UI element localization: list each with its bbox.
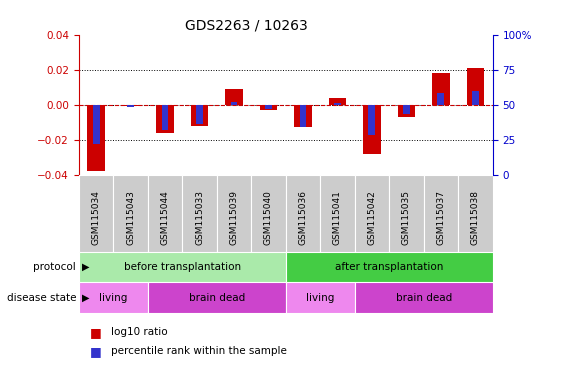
Text: GSM115042: GSM115042 bbox=[368, 190, 377, 245]
Text: brain dead: brain dead bbox=[396, 293, 452, 303]
Text: GSM115037: GSM115037 bbox=[436, 190, 445, 245]
Bar bbox=[334, 103, 341, 104]
Bar bbox=[79, 175, 113, 252]
Bar bbox=[320, 175, 355, 252]
Text: living: living bbox=[99, 293, 127, 303]
Text: GSM115040: GSM115040 bbox=[264, 190, 273, 245]
Bar bbox=[162, 104, 168, 130]
Text: log10 ratio: log10 ratio bbox=[111, 327, 168, 337]
Bar bbox=[424, 175, 458, 252]
Text: after transplantation: after transplantation bbox=[335, 262, 443, 272]
Text: GSM115044: GSM115044 bbox=[160, 190, 169, 245]
Bar bbox=[286, 175, 320, 252]
Text: ▶: ▶ bbox=[82, 293, 89, 303]
Bar bbox=[148, 175, 182, 252]
Bar bbox=[113, 175, 148, 252]
Bar bbox=[265, 104, 272, 109]
Bar bbox=[182, 175, 217, 252]
Bar bbox=[355, 282, 493, 313]
Text: GSM115039: GSM115039 bbox=[230, 190, 239, 245]
Text: before transplantation: before transplantation bbox=[124, 262, 241, 272]
Bar bbox=[79, 252, 286, 282]
Bar bbox=[79, 282, 148, 313]
Text: GSM115041: GSM115041 bbox=[333, 190, 342, 245]
Bar bbox=[294, 104, 311, 127]
Text: GSM115035: GSM115035 bbox=[402, 190, 411, 245]
Text: GSM115036: GSM115036 bbox=[298, 190, 307, 245]
Bar bbox=[217, 175, 251, 252]
Bar bbox=[148, 282, 286, 313]
Text: GSM115033: GSM115033 bbox=[195, 190, 204, 245]
Bar bbox=[355, 175, 389, 252]
Bar bbox=[196, 104, 203, 124]
Bar bbox=[286, 282, 355, 313]
Bar bbox=[286, 252, 493, 282]
Text: GSM115038: GSM115038 bbox=[471, 190, 480, 245]
Bar bbox=[458, 175, 493, 252]
Bar bbox=[251, 175, 286, 252]
Text: brain dead: brain dead bbox=[189, 293, 245, 303]
Text: living: living bbox=[306, 293, 334, 303]
Bar bbox=[403, 104, 410, 114]
Bar bbox=[157, 104, 173, 132]
Bar bbox=[467, 68, 484, 104]
Bar bbox=[191, 104, 208, 126]
Bar bbox=[369, 104, 376, 136]
Bar bbox=[300, 104, 306, 127]
Text: protocol: protocol bbox=[33, 262, 76, 272]
Text: GDS2263 / 10263: GDS2263 / 10263 bbox=[185, 19, 308, 33]
Bar bbox=[87, 104, 105, 171]
Text: ■: ■ bbox=[90, 345, 102, 358]
Bar bbox=[389, 175, 424, 252]
Text: disease state: disease state bbox=[7, 293, 76, 303]
Bar bbox=[260, 104, 277, 110]
Bar bbox=[225, 89, 243, 104]
Text: percentile rank within the sample: percentile rank within the sample bbox=[111, 346, 287, 356]
Bar bbox=[437, 93, 444, 104]
Bar bbox=[363, 104, 381, 154]
Text: ■: ■ bbox=[90, 326, 102, 339]
Bar bbox=[472, 91, 479, 104]
Bar bbox=[398, 104, 415, 117]
Text: GSM115043: GSM115043 bbox=[126, 190, 135, 245]
Text: GSM115034: GSM115034 bbox=[92, 190, 101, 245]
Bar bbox=[231, 102, 238, 104]
Bar bbox=[127, 104, 134, 108]
Bar bbox=[329, 98, 346, 104]
Text: ▶: ▶ bbox=[82, 262, 89, 272]
Bar bbox=[93, 104, 100, 144]
Bar bbox=[122, 104, 139, 106]
Bar bbox=[432, 73, 449, 104]
